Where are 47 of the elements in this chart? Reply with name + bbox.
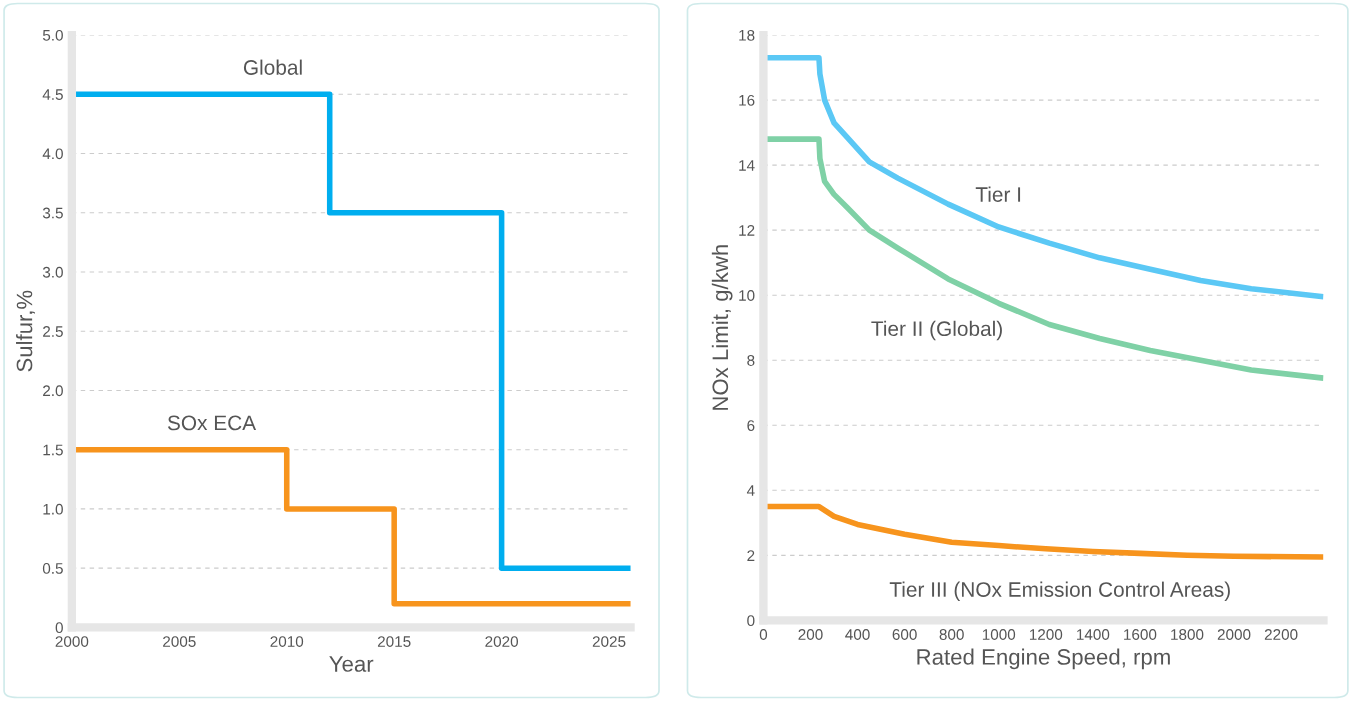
x-tick-label: 200 xyxy=(798,629,823,640)
x-tick-label: 1800 xyxy=(1171,629,1204,640)
x-tick-label: 1400 xyxy=(1077,629,1110,640)
y-tick-label: 18 xyxy=(739,29,755,41)
y-tick-label: 16 xyxy=(739,94,755,106)
x-tick-label: 1200 xyxy=(1029,629,1063,640)
y-tick-label: 1.0 xyxy=(43,503,63,515)
y-tick-label: 4.5 xyxy=(42,89,63,100)
y-tick-label: 14 xyxy=(739,160,755,171)
series-label: Tier III (NOx Emission Control Areas) xyxy=(889,581,1230,602)
series-label: SOx ECA xyxy=(167,415,257,431)
y-tick-label: 4 xyxy=(746,485,755,496)
y-tick-label: 0 xyxy=(747,615,755,627)
y-tick-label: 3.0 xyxy=(42,266,63,278)
y-tick-label: 3.5 xyxy=(42,207,63,219)
y-axis-title: Sulfur,% xyxy=(16,290,35,372)
x-axis-title: Year xyxy=(329,656,374,672)
y-tick-label: 0.5 xyxy=(42,563,63,574)
y-tick-label: 6 xyxy=(747,420,755,431)
series-label: Tier II (Global) xyxy=(871,320,1002,341)
x-tick-label: 800 xyxy=(939,629,964,640)
x-tick-label: 2025 xyxy=(592,636,626,647)
x-tick-label: 2005 xyxy=(163,636,196,647)
y-axis-title: NOx Limit, g/kwh xyxy=(711,245,733,410)
y-tick-label: 10 xyxy=(739,290,755,301)
x-tick-label: 2000 xyxy=(55,636,89,647)
y-tick-label: 5.0 xyxy=(42,29,63,41)
y-tick-label: 8 xyxy=(747,355,755,366)
y-tick-label: 4.0 xyxy=(42,148,63,160)
x-tick-label: 2015 xyxy=(377,636,411,647)
x-tick-label: 1600 xyxy=(1124,629,1157,640)
x-axis-title: Rated Engine Speed, rpm xyxy=(917,648,1170,670)
series-label: Tier I xyxy=(975,186,1021,202)
x-tick-label: 2020 xyxy=(485,636,519,647)
y-tick-label: 2 xyxy=(747,550,755,561)
y-tick-label: 2.0 xyxy=(43,385,63,397)
y-tick-label: 1.5 xyxy=(43,444,63,456)
x-tick-label: 2000 xyxy=(1217,629,1251,640)
x-tick-label: 600 xyxy=(892,629,917,640)
y-tick-label: 12 xyxy=(739,225,755,236)
x-tick-label: 1000 xyxy=(982,629,1016,640)
x-tick-label: 400 xyxy=(845,629,870,640)
x-tick-label: 0 xyxy=(759,629,768,640)
x-tick-label: 2010 xyxy=(270,636,304,647)
y-tick-label: 2.5 xyxy=(43,326,63,337)
x-tick-label: 2200 xyxy=(1264,629,1298,640)
series-label: Global xyxy=(243,59,302,75)
